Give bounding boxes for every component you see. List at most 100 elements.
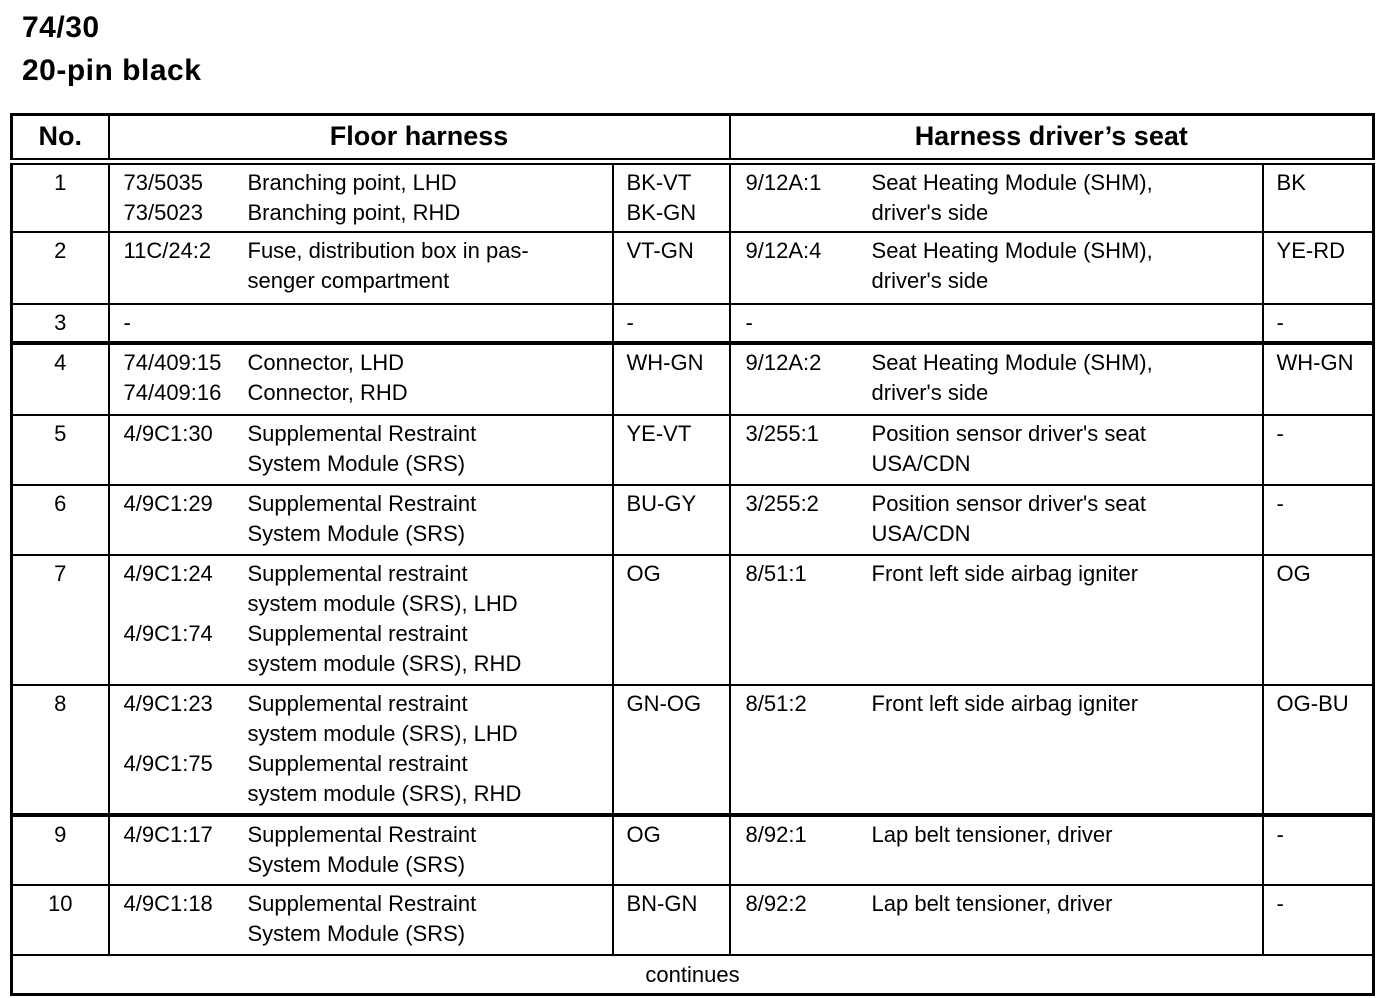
component-code: 8/92:1: [745, 822, 807, 847]
table-row: 2 11C/24:2 Fuse, distribution box in pas…: [11, 231, 1374, 304]
page-title: 74/30 20-pin black: [22, 6, 1392, 92]
seat-harness-cell: -: [729, 303, 1263, 343]
component-code: 73/5035: [123, 170, 204, 195]
floor-harness-cell: 11C/24:2 Fuse, distribution box in pas- …: [108, 231, 613, 304]
row-number: 3: [11, 303, 110, 343]
row-number: 6: [11, 484, 110, 555]
seat-harness-cell: 8/51:1 Front left side airbag igniter: [729, 554, 1263, 685]
wire-color-cell: -: [1261, 303, 1374, 343]
table-row: 3 - - - -: [11, 303, 1374, 343]
connection-entry: 4/9C1:30 Supplemental Restraint System M…: [110, 419, 612, 479]
connection-entry: -: [731, 308, 1262, 338]
seat-harness-cell: 8/92:2 Lap belt tensioner, driver: [729, 884, 1263, 955]
row-number: 10: [11, 884, 110, 955]
component-code: 8/51:1: [745, 561, 807, 586]
connection-entry: 3/255:2 Position sensor driver's seat US…: [731, 489, 1262, 549]
component-description: Seat Heating Module (SHM), driver's side: [871, 170, 1153, 225]
floor-harness-cell: -: [108, 303, 613, 343]
component-description: Supplemental restraint system module (SR…: [247, 751, 522, 806]
seat-harness-cell: 3/255:1 Position sensor driver's seat US…: [729, 414, 1263, 485]
wire-color-cell: -: [1261, 813, 1374, 885]
connection-entry: 74/409:15 Connector, LHD: [110, 348, 612, 378]
component-description: Supplemental restraint system module (SR…: [247, 691, 518, 746]
component-code: 9/12A:4: [745, 238, 822, 263]
connection-entry: 9/12A:4 Seat Heating Module (SHM), drive…: [731, 236, 1262, 296]
component-code: 74/409:15: [123, 350, 222, 375]
row-number: 9: [11, 813, 110, 885]
wire-color-cell: -: [1261, 484, 1374, 555]
connection-entry: 4/9C1:24 Supplemental restraint system m…: [110, 559, 612, 619]
connection-entry: 9/12A:2 Seat Heating Module (SHM), drive…: [731, 348, 1262, 408]
component-code: 73/5023: [123, 200, 204, 225]
component-code: 4/9C1:74: [123, 621, 213, 646]
row-number: 1: [11, 160, 110, 232]
table-row: 4 74/409:15 Connector, LHD 74/409:16 Con…: [11, 341, 1374, 415]
floor-harness-cell: 74/409:15 Connector, LHD 74/409:16 Conne…: [108, 341, 613, 415]
wire-color-cell: BK-VT BK-GN: [611, 160, 731, 232]
component-description: Branching point, RHD: [247, 200, 461, 225]
wire-color-cell: OG: [611, 554, 731, 685]
wire-color-cell: OG-BU: [1261, 684, 1374, 815]
floor-harness-cell: 4/9C1:18 Supplemental Restraint System M…: [108, 884, 613, 955]
component-code: 11C/24:2: [123, 238, 212, 263]
component-code: 8/92:2: [745, 891, 807, 916]
component-code: 4/9C1:17: [123, 822, 213, 847]
component-description: Connector, RHD: [247, 380, 408, 405]
table-row: 5 4/9C1:30 Supplemental Restraint System…: [11, 414, 1374, 485]
component-description: Supplemental restraint system module (SR…: [247, 561, 518, 616]
wire-color-cell: BU-GY: [611, 484, 731, 555]
wire-color-cell: BK: [1261, 160, 1374, 232]
wire-color-cell: VT-GN: [611, 231, 731, 304]
table-row: 7 4/9C1:24 Supplemental restraint system…: [11, 554, 1374, 685]
component-description: Position sensor driver's seat USA/CDN: [871, 491, 1146, 546]
wire-color-cell: -: [1261, 884, 1374, 955]
component-description: Position sensor driver's seat USA/CDN: [871, 421, 1146, 476]
wire-color-cell: WH-GN: [611, 341, 731, 415]
pin-assignment-table: No. Floor harness Harness driver’s seat …: [10, 113, 1376, 996]
floor-harness-cell: 4/9C1:30 Supplemental Restraint System M…: [108, 414, 613, 485]
connection-entry: 8/51:2 Front left side airbag igniter: [731, 689, 1262, 719]
component-code: -: [123, 310, 131, 335]
component-description: Supplemental restraint system module (SR…: [247, 621, 522, 676]
component-description: Lap belt tensioner, driver: [871, 822, 1113, 847]
table-row: 10 4/9C1:18 Supplemental Restraint Syste…: [11, 884, 1374, 955]
connection-entry: 4/9C1:18 Supplemental Restraint System M…: [110, 889, 612, 949]
table-row: 1 73/5035 Branching point, LHD 73/5023 B…: [11, 160, 1374, 232]
connection-entry: 74/409:16 Connector, RHD: [110, 378, 612, 408]
seat-harness-cell: 9/12A:4 Seat Heating Module (SHM), drive…: [729, 231, 1263, 304]
component-code: 3/255:2: [745, 491, 819, 516]
connection-entry: -: [110, 308, 612, 338]
header-row: No. Floor harness Harness driver’s seat: [11, 114, 1374, 165]
component-code: 4/9C1:30: [123, 421, 213, 446]
connection-entry: 73/5023 Branching point, RHD: [110, 198, 612, 228]
table-row: 9 4/9C1:17 Supplemental Restraint System…: [11, 813, 1374, 885]
header-harness-drivers-seat: Harness driver’s seat: [729, 114, 1374, 165]
connection-entry: 4/9C1:75 Supplemental restraint system m…: [110, 749, 612, 809]
component-code: 4/9C1:24: [123, 561, 213, 586]
connector-type: 20-pin black: [22, 54, 202, 87]
wire-color-cell: OG: [611, 813, 731, 885]
seat-harness-cell: 8/92:1 Lap belt tensioner, driver: [729, 813, 1263, 885]
continues-label: continues: [11, 954, 1374, 995]
wire-color-cell: YE-RD: [1261, 231, 1374, 304]
wire-color-cell: OG: [1261, 554, 1374, 685]
table-row: 6 4/9C1:29 Supplemental Restraint System…: [11, 484, 1374, 555]
floor-harness-cell: 4/9C1:24 Supplemental restraint system m…: [108, 554, 613, 685]
floor-harness-cell: 4/9C1:23 Supplemental restraint system m…: [108, 684, 613, 815]
component-description: Supplemental Restraint System Module (SR…: [247, 822, 477, 877]
seat-harness-cell: 8/51:2 Front left side airbag igniter: [729, 684, 1263, 815]
wire-color-cell: -: [611, 303, 731, 343]
component-code: 8/51:2: [745, 691, 807, 716]
connection-entry: 11C/24:2 Fuse, distribution box in pas- …: [110, 236, 612, 296]
component-code: 4/9C1:29: [123, 491, 213, 516]
wire-color-cell: WH-GN: [1261, 341, 1374, 415]
component-code: 3/255:1: [745, 421, 819, 446]
floor-harness-cell: 73/5035 Branching point, LHD 73/5023 Bra…: [108, 160, 613, 232]
connection-entry: 8/92:1 Lap belt tensioner, driver: [731, 820, 1262, 850]
connection-entry: 4/9C1:74 Supplemental restraint system m…: [110, 619, 612, 679]
component-description: Front left side airbag igniter: [871, 561, 1139, 586]
component-code: 74/409:16: [123, 380, 222, 405]
connection-entry: 4/9C1:17 Supplemental Restraint System M…: [110, 820, 612, 880]
row-number: 4: [11, 341, 110, 415]
table-row: 8 4/9C1:23 Supplemental restraint system…: [11, 684, 1374, 815]
